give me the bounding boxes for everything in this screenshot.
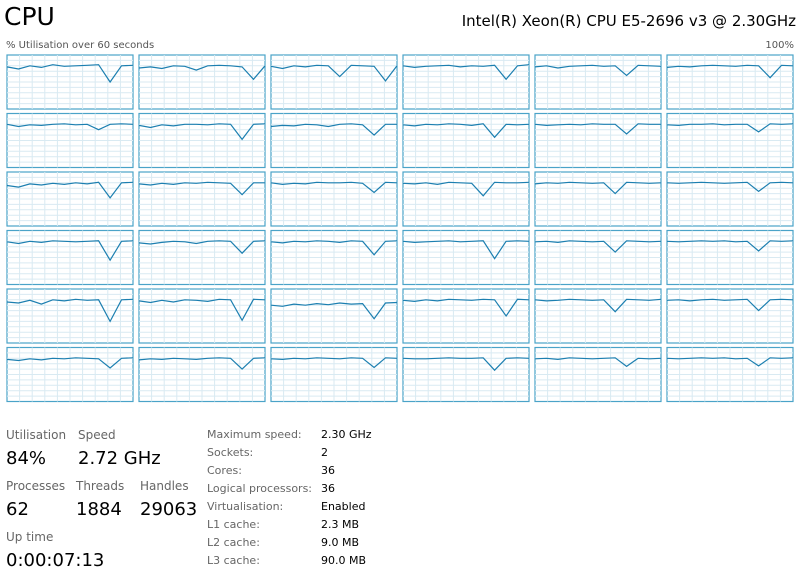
core-line [6, 64, 134, 84]
stat-value: 62 [6, 499, 29, 520]
stat-value: 84% [6, 448, 47, 469]
core-line [534, 181, 662, 195]
core-line [270, 123, 397, 136]
core-line [138, 240, 266, 255]
stat-label: Utilisation [6, 428, 67, 442]
processor: Intel(R) Xeon(R) CPU E5-2696 v3 @ 2.30GH… [461, 12, 796, 30]
graph-caption: % Utilisation over 60 seconds [6, 40, 155, 51]
detail-label: Maximum speed: [207, 428, 302, 441]
core-line [138, 357, 266, 370]
stat-label: Processes [6, 479, 66, 493]
core-line [666, 181, 794, 193]
detail-value: 9.0 MB [321, 536, 360, 549]
detail-label: L3 cache: [207, 554, 260, 567]
detail-label: Logical processors: [207, 482, 313, 495]
core-graphs [6, 54, 794, 403]
core-line [138, 64, 266, 81]
detail-label: Virtualisation: [207, 500, 284, 513]
detail-value: 36 [321, 464, 335, 477]
stat-label: Speed [78, 428, 116, 442]
core-line [666, 240, 794, 252]
title: CPU [4, 2, 55, 31]
core-line [534, 240, 662, 253]
core-line [666, 298, 794, 312]
detail-value: Enabled [321, 500, 366, 513]
core-line [270, 301, 398, 320]
detail-value: 36 [321, 482, 335, 495]
detail-label: L1 cache: [207, 518, 260, 531]
core-line [6, 240, 134, 262]
core-line [270, 64, 398, 82]
stat-value: 29063 [140, 499, 198, 520]
detail-value: 2.3 MB [321, 518, 360, 531]
detail-value: 90.0 MB [321, 554, 367, 567]
detail-label: Cores: [207, 464, 242, 477]
core-line [402, 357, 530, 372]
stat-value: 1884 [76, 499, 122, 520]
core-line [534, 298, 662, 313]
core-line [402, 181, 530, 197]
detail-value: 2 [321, 446, 328, 459]
detail-value: 2.30 GHz [321, 428, 372, 441]
core-line [402, 298, 530, 318]
core-line [270, 357, 398, 369]
core-line [666, 64, 794, 79]
core-line [6, 357, 134, 369]
stat-label: Up time [6, 530, 54, 544]
core-line [534, 64, 662, 77]
core-line [138, 123, 266, 141]
core-line [6, 181, 134, 199]
core-line [666, 123, 794, 133]
core-line [666, 357, 794, 367]
core-line [270, 181, 398, 194]
stat-value: 0:00:07:13 [6, 550, 105, 571]
stat-value: 2.72 GHz [78, 448, 161, 469]
stat-label: Handles [140, 479, 189, 493]
core-line [402, 123, 530, 139]
detail-label: Sockets: [207, 446, 254, 459]
graph-max: 100% [765, 40, 794, 51]
core-line [6, 123, 134, 131]
core-line [402, 240, 530, 260]
core-line [402, 64, 530, 81]
core-line [270, 240, 398, 256]
core-line [534, 357, 662, 368]
core-line [6, 298, 134, 323]
core-line [138, 181, 265, 196]
stat-label: Threads [76, 479, 125, 493]
detail-label: L2 cache: [207, 536, 260, 549]
core-line [138, 298, 266, 322]
core-line [534, 123, 661, 135]
